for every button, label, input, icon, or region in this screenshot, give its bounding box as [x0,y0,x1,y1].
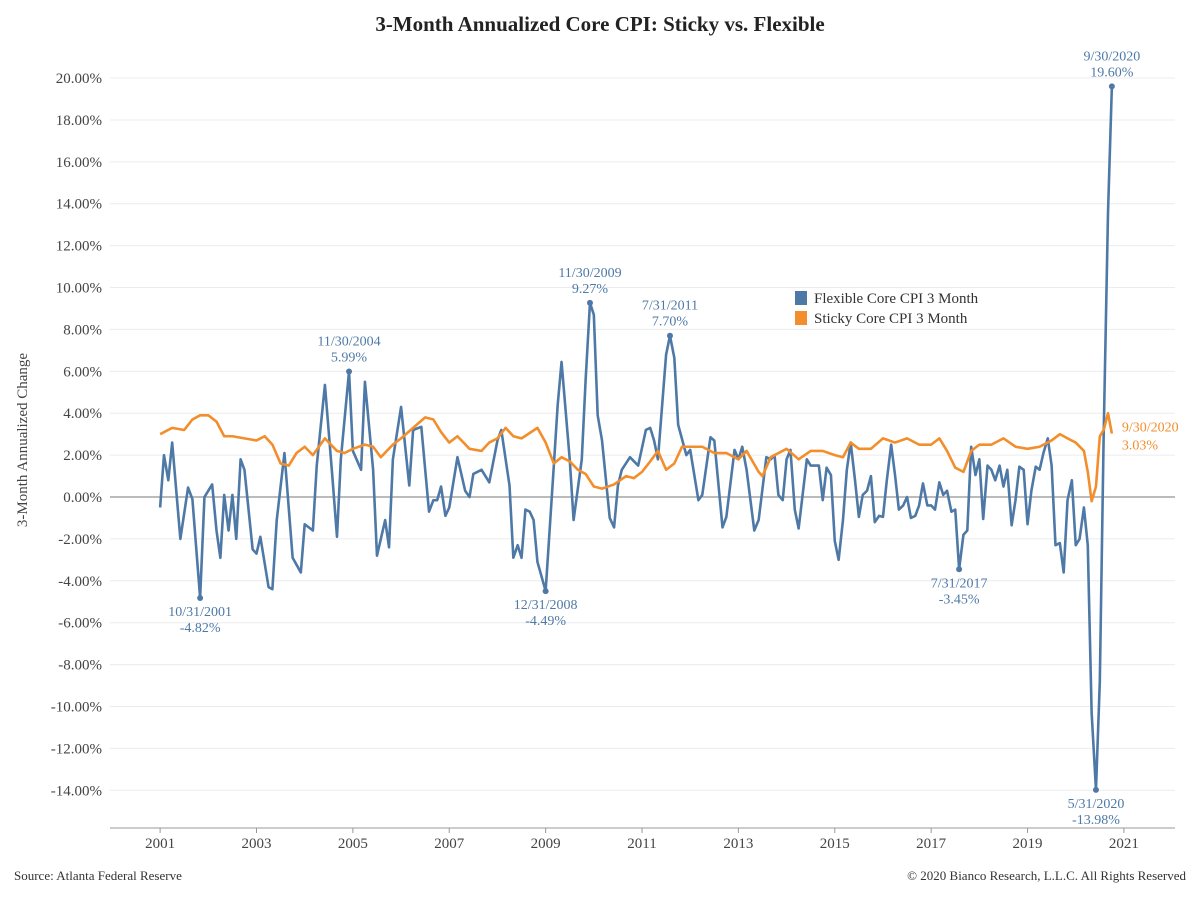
y-tick-label: 18.00% [56,113,102,129]
y-tick-label: -4.00% [58,574,102,590]
x-tick-label: 2017 [916,836,947,852]
y-tick-label: -14.00% [51,783,102,799]
annotation-date: 11/30/2009 [558,266,621,281]
annotation-date: 10/31/2001 [168,605,232,620]
annotation-value: 5.99% [331,351,368,366]
x-tick-label: 2007 [434,836,465,852]
annotation-dot [197,594,204,601]
x-tick-label: 2013 [723,836,753,852]
annotation-dot [346,368,353,375]
annotation-date: 5/31/2020 [1068,797,1125,812]
x-tick-label: 2021 [1109,836,1139,852]
legend-label: Flexible Core CPI 3 Month [814,291,979,307]
y-tick-label: -6.00% [58,616,102,632]
x-tick-label: 2003 [241,836,271,852]
y-tick-label: 4.00% [63,406,102,422]
legend-swatch [795,291,807,305]
annotation-dot [586,299,593,306]
annotation-value: -4.49% [525,614,566,629]
y-tick-label: 12.00% [56,239,102,255]
y-tick-label: 20.00% [56,71,102,87]
y-tick-label: 10.00% [56,281,102,297]
y-tick-label: 16.00% [56,155,102,171]
y-tick-label: 8.00% [63,322,102,338]
annotation-value: 7.70% [652,315,689,330]
annotation-date: 11/30/2004 [317,335,380,350]
y-tick-label: -12.00% [51,741,102,757]
x-tick-label: 2009 [531,836,561,852]
annotation-date: 7/31/2011 [642,299,698,314]
x-tick-label: 2011 [627,836,656,852]
annotation-value: -3.45% [939,592,980,607]
annotation-dot [956,566,963,573]
x-tick-label: 2015 [820,836,850,852]
y-tick-label: -10.00% [51,699,102,715]
y-tick-label: 6.00% [63,364,102,380]
annotation-date: 12/31/2008 [514,598,578,613]
y-tick-label: -8.00% [58,658,102,674]
copyright: © 2020 Bianco Research, L.L.C. All Right… [907,868,1186,883]
annotation-date: 7/31/2017 [931,576,988,591]
annotation-date: 9/30/2020 [1083,49,1140,64]
annotation-dot [1108,83,1115,90]
annotation-value: 19.60% [1090,65,1134,80]
annotation-value: -4.82% [180,621,221,636]
annotation-value: 9.27% [572,282,609,297]
x-tick-label: 2005 [338,836,368,852]
x-tick-label: 2001 [145,836,175,852]
series-line [159,411,1114,503]
legend-label: Sticky Core CPI 3 Month [814,311,968,327]
x-tick-label: 2019 [1013,836,1043,852]
source: Source: Atlanta Federal Reserve [14,868,182,883]
annotation-dot [1092,786,1099,793]
annotation-date: 9/30/2020 [1122,421,1179,436]
y-tick-label: 0.00% [63,490,102,506]
y-axis-label: 3-Month Annualized Change [15,353,31,527]
series-line [158,86,1114,792]
legend-swatch [795,311,807,325]
y-tick-label: 2.00% [63,448,102,464]
y-tick-label: 14.00% [56,197,102,213]
annotation-value: 3.03% [1122,439,1159,454]
y-tick-label: -2.00% [58,532,102,548]
chart-title: 3-Month Annualized Core CPI: Sticky vs. … [375,12,824,36]
annotation-dot [666,332,673,339]
annotation-dot [542,588,549,595]
annotation-value: -13.98% [1072,813,1120,828]
